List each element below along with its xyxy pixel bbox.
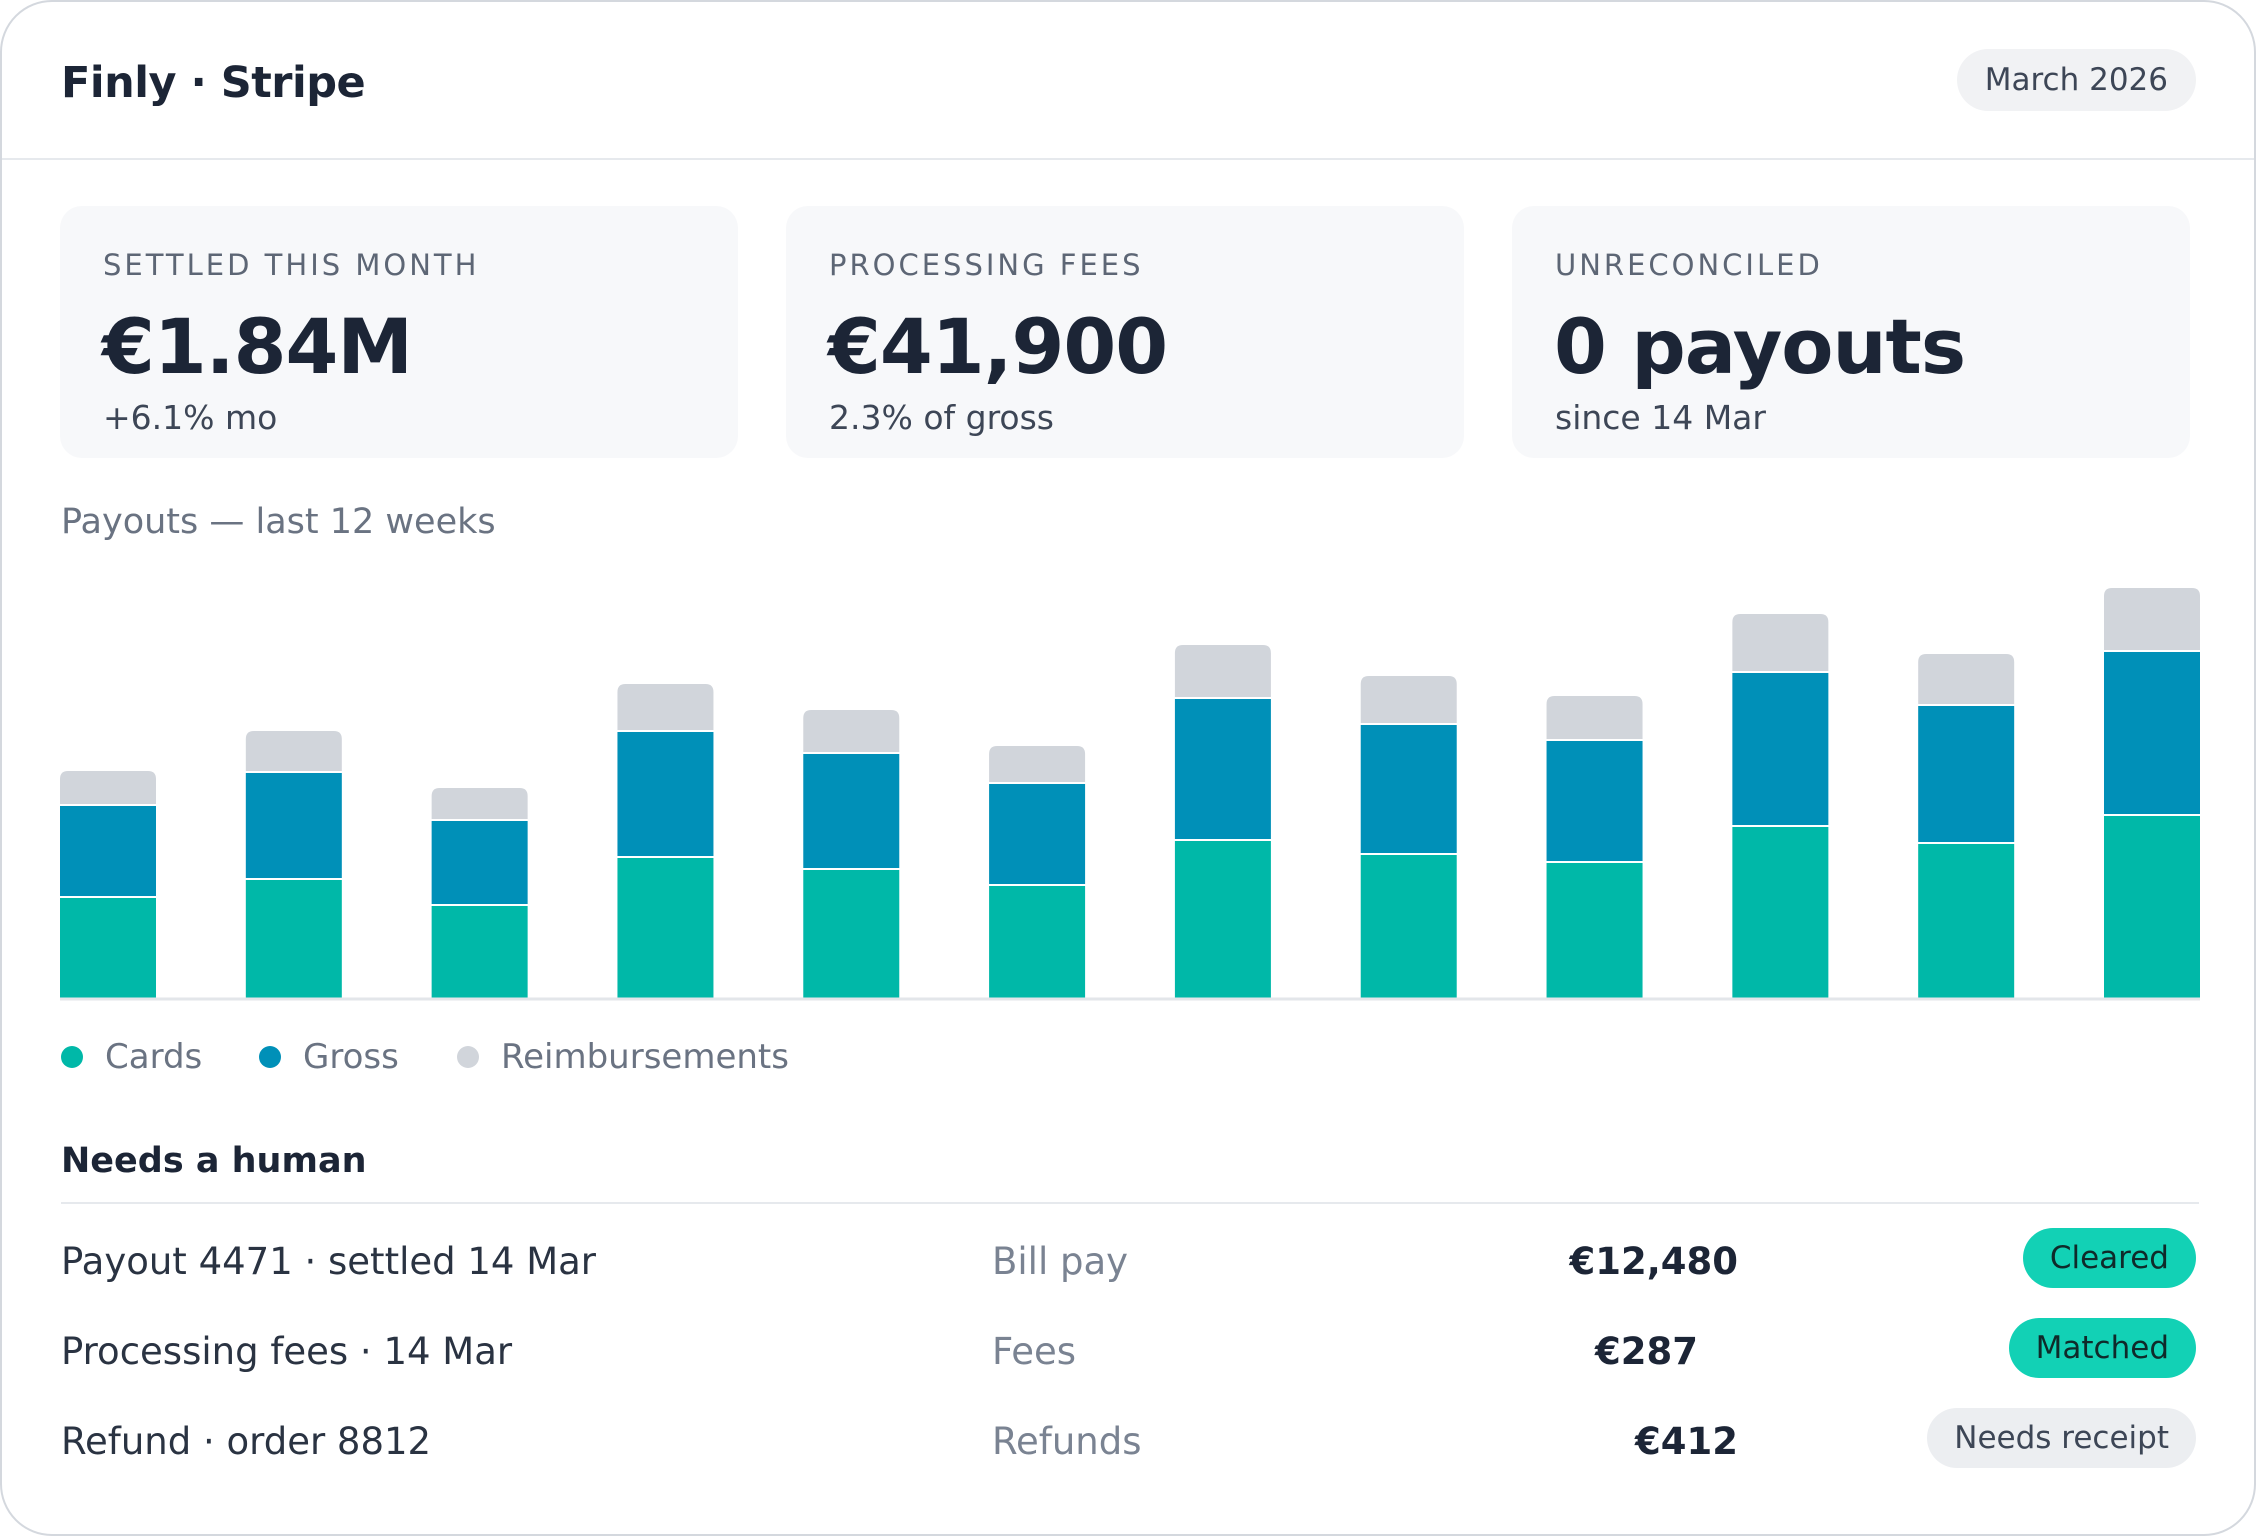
row-amount: €412 — [1635, 1420, 1738, 1463]
table-row[interactable]: Refund · order 8812 Refunds €412 Needs r… — [2, 1408, 2254, 1478]
row-amount: €287 — [1595, 1330, 1698, 1373]
legend-dot — [61, 1046, 83, 1068]
legend-item-reimbursements: Reimbursements — [457, 1037, 789, 1077]
kpi-value: 0 payouts — [1554, 302, 1966, 391]
row-description: Payout 4471 · settled 14 Mar — [61, 1240, 597, 1283]
table-row[interactable]: Payout 4471 · settled 14 Mar Bill pay €1… — [2, 1228, 2254, 1298]
bar-cards-2 — [245, 880, 342, 998]
legend-label: Cards — [105, 1037, 203, 1077]
kpi-label: PROCESSING FEES — [829, 248, 1144, 282]
bar-gross-6 — [989, 784, 1086, 884]
bar-cards-4 — [617, 858, 714, 998]
bar-gross-10 — [1732, 673, 1829, 825]
bar-reimbursements-4 — [617, 684, 714, 730]
kpi-label: SETTLED THIS MONTH — [103, 248, 480, 282]
bar-reimbursements-6 — [989, 746, 1086, 782]
bar-cards-1 — [60, 898, 156, 998]
bar-reimbursements-10 — [1732, 614, 1829, 671]
table-row[interactable]: Processing fees · 14 Mar Fees €287 Match… — [2, 1318, 2254, 1388]
legend-item-gross: Gross — [259, 1037, 399, 1077]
row-amount: €12,480 — [1569, 1240, 1738, 1283]
status-badge[interactable]: Matched — [2008, 1318, 2196, 1378]
legend-item-cards: Cards — [61, 1037, 202, 1077]
row-description: Processing fees · 14 Mar — [61, 1330, 513, 1373]
bar-reimbursements-3 — [431, 788, 528, 819]
bar-gross-9 — [1546, 741, 1643, 861]
bar-cards-3 — [431, 906, 528, 998]
row-category: Bill pay — [992, 1240, 1129, 1283]
row-description: Refund · order 8812 — [61, 1420, 432, 1463]
kpi-sub: +6.1% mo — [103, 398, 278, 437]
kpi-value: €41,900 — [828, 302, 1168, 391]
bar-gross-4 — [617, 732, 714, 856]
bar-reimbursements-12 — [2104, 588, 2200, 650]
kpi-sub: 2.3% of gross — [829, 398, 1054, 437]
bar-gross-7 — [1174, 699, 1271, 839]
legend-dot — [259, 1046, 281, 1068]
legend-label: Reimbursements — [501, 1037, 789, 1077]
bar-gross-8 — [1360, 725, 1457, 853]
status-badge[interactable]: Cleared — [2022, 1228, 2196, 1288]
bar-cards-6 — [989, 886, 1086, 998]
bar-reimbursements-7 — [1174, 645, 1271, 697]
chart-title: Payouts — last 12 weeks — [61, 502, 496, 542]
header: Finly · Stripe March 2026 — [2, 2, 2254, 160]
bar-gross-2 — [245, 773, 342, 878]
payouts-chart — [60, 588, 2200, 1001]
bar-cards-11 — [1918, 844, 2015, 998]
bar-cards-9 — [1546, 863, 1643, 998]
bar-gross-3 — [431, 821, 528, 904]
bar-gross-5 — [803, 754, 900, 868]
bar-reimbursements-2 — [245, 731, 342, 771]
bar-cards-7 — [1174, 841, 1271, 998]
kpi-settled: SETTLED THIS MONTH €1.84M +6.1% mo — [60, 206, 738, 458]
kpi-fees: PROCESSING FEES €41,900 2.3% of gross — [786, 206, 1464, 458]
kpi-label: UNRECONCILED — [1555, 248, 1823, 282]
bar-cards-8 — [1360, 855, 1457, 998]
divider — [61, 1202, 2199, 1204]
bar-reimbursements-8 — [1360, 676, 1457, 723]
bar-cards-12 — [2104, 816, 2200, 998]
period-selector[interactable]: March 2026 — [1956, 49, 2196, 111]
bar-cards-10 — [1732, 827, 1829, 998]
review-title: Needs a human — [61, 1141, 367, 1181]
bar-reimbursements-5 — [803, 710, 900, 752]
row-category: Fees — [992, 1330, 1077, 1373]
status-badge[interactable]: Needs receipt — [1927, 1408, 2196, 1468]
bar-gross-1 — [60, 806, 156, 896]
bar-reimbursements-1 — [60, 771, 156, 804]
row-category: Refunds — [992, 1420, 1142, 1463]
kpi-value: €1.84M — [102, 302, 413, 391]
legend-dot — [457, 1046, 479, 1068]
bar-reimbursements-9 — [1546, 696, 1643, 739]
kpi-sub: since 14 Mar — [1555, 398, 1766, 437]
kpi-unreconciled: UNRECONCILED 0 payouts since 14 Mar — [1512, 206, 2190, 458]
bar-gross-12 — [2104, 652, 2200, 814]
bar-cards-5 — [803, 870, 900, 998]
bar-reimbursements-11 — [1918, 654, 2015, 704]
app-title: Finly · Stripe — [61, 58, 366, 108]
bar-gross-11 — [1918, 706, 2015, 842]
legend-label: Gross — [303, 1037, 399, 1077]
